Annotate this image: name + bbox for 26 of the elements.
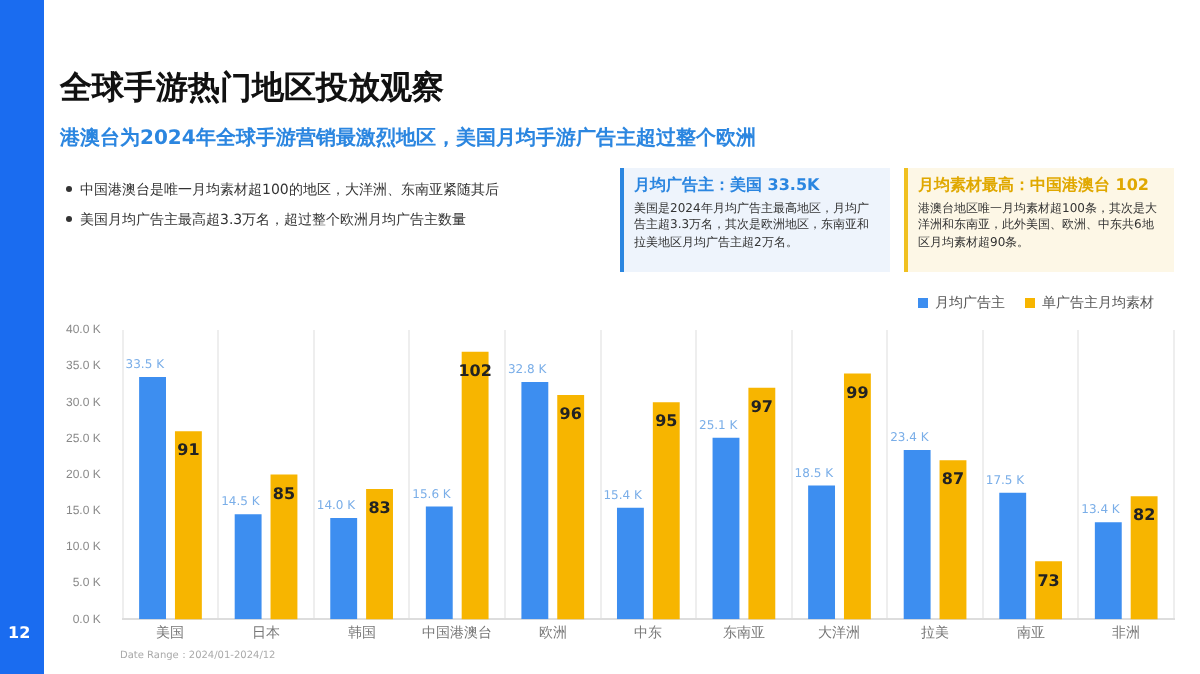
data-label: 83 [368,499,391,518]
data-label: 95 [655,412,679,431]
bar [616,507,644,620]
bar [234,514,262,620]
data-label: 96 [559,405,583,424]
bar [999,492,1027,620]
text: 12 [8,624,31,642]
bar [1094,522,1122,620]
bar [712,437,740,620]
bar [139,377,166,620]
text: 月均广告主：美国 33.5K [634,174,822,198]
chart-title: 全球手游热门地区投放观察 [60,68,444,110]
bar [330,517,358,620]
data-label: 97 [750,398,773,416]
data-label: 82 [1132,506,1156,525]
data-label: 87 [941,470,965,489]
bar [425,506,453,620]
text: 月均素材最高：中国港澳台 102 [918,174,1151,198]
bar [521,382,549,620]
data-label: 99 [846,383,870,402]
bar [808,485,836,620]
data-label: 85 [272,484,296,503]
data-label: 73 [1037,571,1060,590]
data-label: 91 [177,441,201,460]
chart-subtitle: 港澳台为2024年全球手游营销最激烈地区，美国月均手游广告主超过整个欧洲 [60,124,756,152]
bar [903,450,931,620]
